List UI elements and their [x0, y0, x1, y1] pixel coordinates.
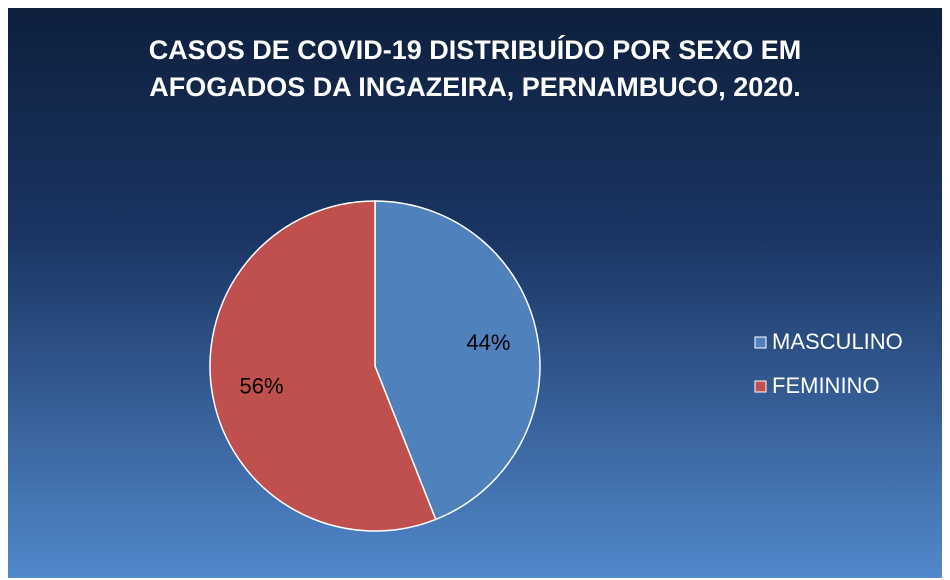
legend-label: FEMININO: [772, 373, 880, 398]
data-label: 56%: [240, 373, 284, 398]
legend-swatch: [754, 380, 767, 393]
pie-slice: [209, 200, 437, 532]
legend-swatch: [754, 336, 767, 349]
pie-slice: [374, 200, 541, 521]
data-label: 44%: [466, 330, 510, 355]
chart-title: CASOS DE COVID-19 DISTRIBUÍDO POR SEXO E…: [148, 35, 802, 102]
legend-label: MASCULINO: [772, 329, 903, 354]
